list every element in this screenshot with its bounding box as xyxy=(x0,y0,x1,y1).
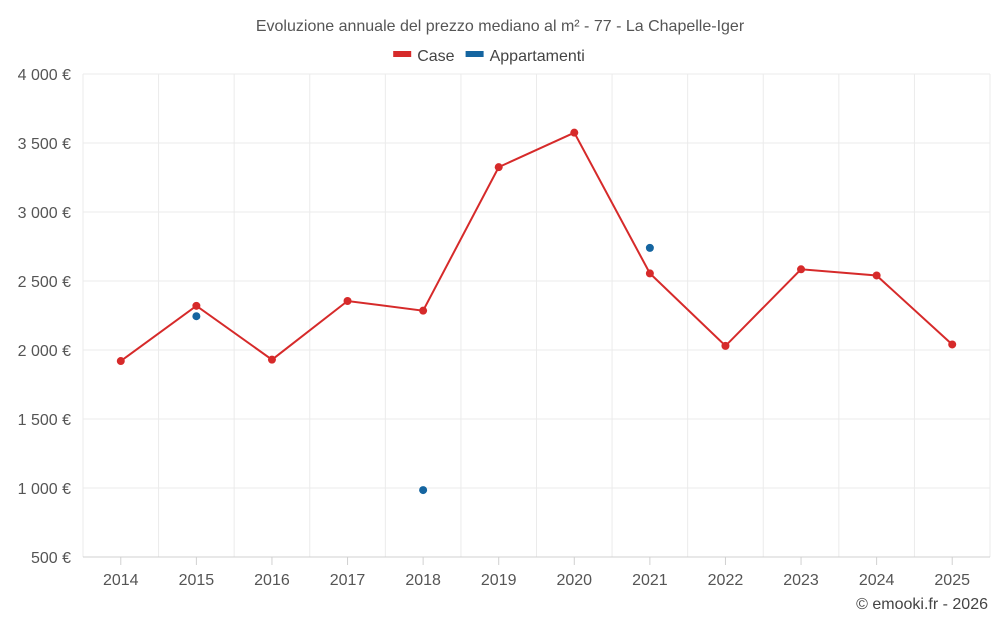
data-point-case-2025[interactable] xyxy=(948,340,957,349)
legend-label: Appartamenti xyxy=(490,48,585,65)
series-layer xyxy=(116,128,957,495)
data-point-case-2023[interactable] xyxy=(797,265,806,274)
x-tick-label: 2019 xyxy=(481,572,517,589)
data-point-appartamenti-2021[interactable] xyxy=(645,243,654,252)
data-point-case-2020[interactable] xyxy=(570,128,579,137)
x-tick-label: 2018 xyxy=(405,572,441,589)
x-tick-label: 2022 xyxy=(708,572,744,589)
y-tick-label: 2 500 € xyxy=(18,274,71,291)
x-axis: 2014 2015 2016 2017 2018 2019 2020 2021 2022 2023… xyxy=(83,556,990,589)
y-tick-label: 3 000 € xyxy=(18,205,71,222)
y-axis: 500 € 1 000 € 1 500 € 2 000 € 2 500 € 3 000 €… xyxy=(18,67,71,567)
legend-swatch xyxy=(393,51,412,57)
data-point-case-2019[interactable] xyxy=(494,163,503,172)
chart-title: Evoluzione annuale del prezzo mediano al… xyxy=(256,18,745,35)
y-tick-label: 2 000 € xyxy=(18,343,71,360)
data-point-appartamenti-2015[interactable] xyxy=(192,312,201,321)
x-tick-label: 2017 xyxy=(330,572,366,589)
x-tick-label: 2016 xyxy=(254,572,290,589)
x-tick-label: 2021 xyxy=(632,572,668,589)
series-appartamenti xyxy=(192,243,654,495)
x-tick-label: 2025 xyxy=(934,572,970,589)
legend: Case Appartamenti xyxy=(393,48,585,65)
data-point-appartamenti-2018[interactable] xyxy=(419,486,428,495)
legend-item-case[interactable]: Case xyxy=(393,48,455,65)
x-tick-label: 2023 xyxy=(783,572,819,589)
x-tick-label: 2020 xyxy=(556,572,592,589)
data-point-case-2022[interactable] xyxy=(721,341,730,350)
grid xyxy=(82,73,991,558)
y-tick-label: 500 € xyxy=(31,550,71,567)
x-tick-label: 2015 xyxy=(179,572,215,589)
credit-text: © emooki.fr - 2026 xyxy=(856,596,988,613)
y-tick-label: 1 000 € xyxy=(18,481,71,498)
data-point-case-2014[interactable] xyxy=(116,357,125,366)
data-point-case-2015[interactable] xyxy=(192,301,201,310)
legend-item-appartamenti[interactable]: Appartamenti xyxy=(465,48,585,65)
data-point-case-2024[interactable] xyxy=(872,271,881,280)
legend-swatch xyxy=(465,51,484,57)
series-case xyxy=(116,128,957,366)
data-point-case-2016[interactable] xyxy=(267,355,276,364)
x-tick-label: 2024 xyxy=(859,572,895,589)
data-point-case-2017[interactable] xyxy=(343,297,352,306)
y-tick-label: 1 500 € xyxy=(18,412,71,429)
data-point-case-2021[interactable] xyxy=(645,269,654,278)
series-line-case xyxy=(120,131,953,362)
legend-label: Case xyxy=(417,48,454,65)
x-tick-label: 2014 xyxy=(103,572,139,589)
y-tick-label: 3 500 € xyxy=(18,136,71,153)
y-tick-label: 4 000 € xyxy=(18,67,71,84)
data-point-case-2018[interactable] xyxy=(419,306,428,315)
